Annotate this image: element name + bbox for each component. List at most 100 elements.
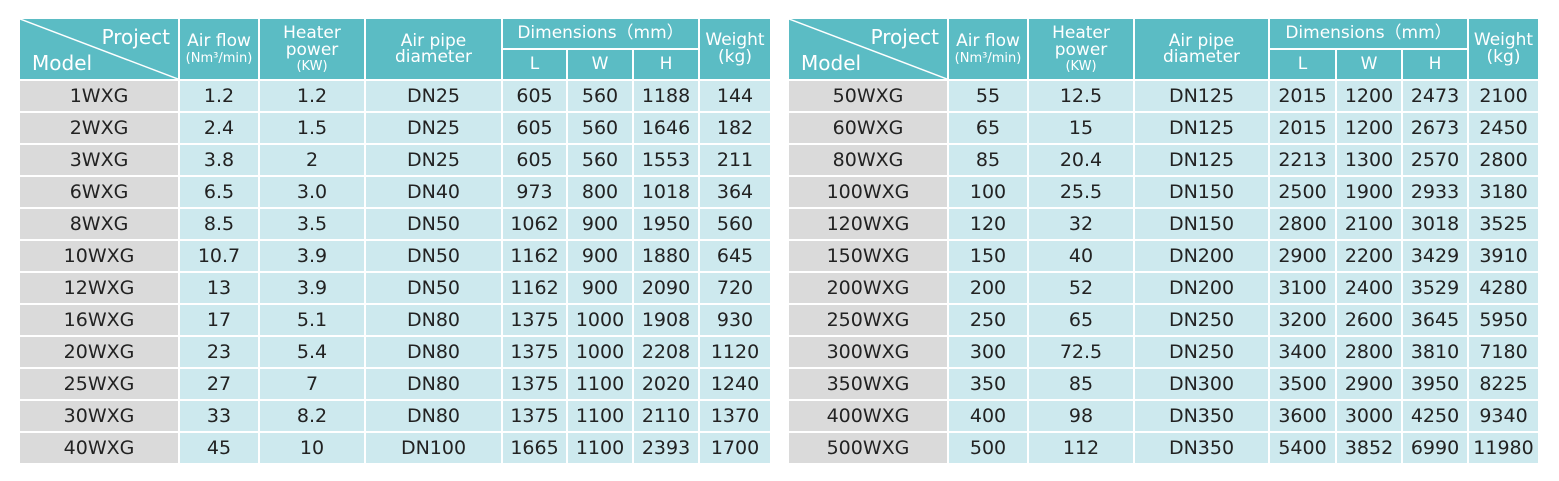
data-cell: 4280 bbox=[1469, 273, 1540, 305]
data-cell: 900 bbox=[568, 241, 634, 273]
data-cell: 10 bbox=[260, 433, 366, 465]
data-cell: 1375 bbox=[503, 369, 568, 401]
model-cell: 2WXG bbox=[20, 113, 180, 145]
model-cell: 300WXG bbox=[789, 337, 949, 369]
data-cell: 40 bbox=[1029, 241, 1135, 273]
data-cell: 1.2 bbox=[260, 81, 366, 113]
data-cell: DN250 bbox=[1135, 337, 1270, 369]
header-project: Project bbox=[101, 25, 170, 49]
data-cell: 1000 bbox=[568, 337, 634, 369]
model-cell: 10WXG bbox=[20, 241, 180, 273]
data-cell: 1900 bbox=[1337, 177, 1403, 209]
data-cell: 3500 bbox=[1270, 369, 1337, 401]
data-cell: 1.5 bbox=[260, 113, 366, 145]
data-cell: 250 bbox=[949, 305, 1029, 337]
header-text: Heater power bbox=[283, 23, 341, 60]
data-cell: 7180 bbox=[1469, 337, 1540, 369]
data-cell: 5950 bbox=[1469, 305, 1540, 337]
model-cell: 150WXG bbox=[789, 241, 949, 273]
header-dim: L bbox=[1270, 50, 1337, 81]
header-dimensions: Dimensions（mm） bbox=[1270, 19, 1469, 50]
data-cell: 11980 bbox=[1469, 433, 1540, 465]
data-cell: 25.5 bbox=[1029, 177, 1135, 209]
data-cell: 1553 bbox=[634, 145, 700, 177]
data-cell: 2090 bbox=[634, 273, 700, 305]
data-cell: DN100 bbox=[366, 433, 503, 465]
data-cell: 1000 bbox=[568, 305, 634, 337]
data-cell: 2800 bbox=[1270, 209, 1337, 241]
data-cell: DN200 bbox=[1135, 241, 1270, 273]
model-cell: 8WXG bbox=[20, 209, 180, 241]
data-cell: 3000 bbox=[1337, 401, 1403, 433]
model-cell: 30WXG bbox=[20, 401, 180, 433]
data-cell: 560 bbox=[568, 81, 634, 113]
model-cell: 500WXG bbox=[789, 433, 949, 465]
data-cell: 1375 bbox=[503, 401, 568, 433]
data-cell: 605 bbox=[503, 145, 568, 177]
data-cell: 72.5 bbox=[1029, 337, 1135, 369]
model-cell: 80WXG bbox=[789, 145, 949, 177]
data-cell: 2.4 bbox=[180, 113, 260, 145]
data-cell: 3100 bbox=[1270, 273, 1337, 305]
header-dim: W bbox=[1337, 50, 1403, 81]
data-cell: 4250 bbox=[1403, 401, 1469, 433]
data-cell: 2933 bbox=[1403, 177, 1469, 209]
data-cell: 144 bbox=[700, 81, 772, 113]
header-text: Air pipe diameter bbox=[394, 30, 473, 67]
data-cell: DN40 bbox=[366, 177, 503, 209]
data-cell: DN250 bbox=[1135, 305, 1270, 337]
data-cell: 5400 bbox=[1270, 433, 1337, 465]
data-cell: 605 bbox=[503, 113, 568, 145]
model-cell: 120WXG bbox=[789, 209, 949, 241]
header-air-pipe: Air pipe diameter bbox=[366, 19, 503, 81]
data-cell: 1375 bbox=[503, 305, 568, 337]
data-cell: 2015 bbox=[1270, 81, 1337, 113]
data-cell: 33 bbox=[180, 401, 260, 433]
data-cell: 1100 bbox=[568, 369, 634, 401]
data-cell: 2213 bbox=[1270, 145, 1337, 177]
data-cell: 3525 bbox=[1469, 209, 1540, 241]
data-cell: 2500 bbox=[1270, 177, 1337, 209]
data-cell: 560 bbox=[568, 113, 634, 145]
data-cell: 720 bbox=[700, 273, 772, 305]
header-heater-power: Heater power (KW) bbox=[1029, 19, 1135, 81]
data-cell: 1370 bbox=[700, 401, 772, 433]
model-cell: 60WXG bbox=[789, 113, 949, 145]
header-model: Model bbox=[32, 51, 93, 75]
data-cell: 13 bbox=[180, 273, 260, 305]
header-dim: L bbox=[503, 50, 568, 81]
data-cell: 7 bbox=[260, 369, 366, 401]
data-cell: 85 bbox=[949, 145, 1029, 177]
data-cell: 3852 bbox=[1337, 433, 1403, 465]
data-cell: 65 bbox=[1029, 305, 1135, 337]
data-cell: DN80 bbox=[366, 401, 503, 433]
data-cell: 55 bbox=[949, 81, 1029, 113]
data-cell: 3200 bbox=[1270, 305, 1337, 337]
data-cell: 3.8 bbox=[180, 145, 260, 177]
header-text: Weight bbox=[1473, 30, 1534, 50]
data-cell: DN125 bbox=[1135, 113, 1270, 145]
model-cell: 250WXG bbox=[789, 305, 949, 337]
data-cell: 2100 bbox=[1469, 81, 1540, 113]
data-cell: 1908 bbox=[634, 305, 700, 337]
data-cell: 3529 bbox=[1403, 273, 1469, 305]
data-cell: 1162 bbox=[503, 241, 568, 273]
data-cell: 85 bbox=[1029, 369, 1135, 401]
header-air-flow: Air flow (Nm³/min) bbox=[180, 19, 260, 81]
data-cell: DN80 bbox=[366, 337, 503, 369]
data-cell: 1.2 bbox=[180, 81, 260, 113]
data-cell: 364 bbox=[700, 177, 772, 209]
data-cell: DN25 bbox=[366, 81, 503, 113]
data-cell: 2900 bbox=[1337, 369, 1403, 401]
data-cell: 2473 bbox=[1403, 81, 1469, 113]
header-dim: H bbox=[634, 50, 700, 81]
header-unit: (KW) bbox=[1065, 58, 1097, 74]
data-cell: 1240 bbox=[700, 369, 772, 401]
data-cell: 3950 bbox=[1403, 369, 1469, 401]
data-cell: 2110 bbox=[634, 401, 700, 433]
data-cell: 2900 bbox=[1270, 241, 1337, 273]
data-cell: 2393 bbox=[634, 433, 700, 465]
header-text: Heater power bbox=[1052, 23, 1110, 60]
model-cell: 12WXG bbox=[20, 273, 180, 305]
